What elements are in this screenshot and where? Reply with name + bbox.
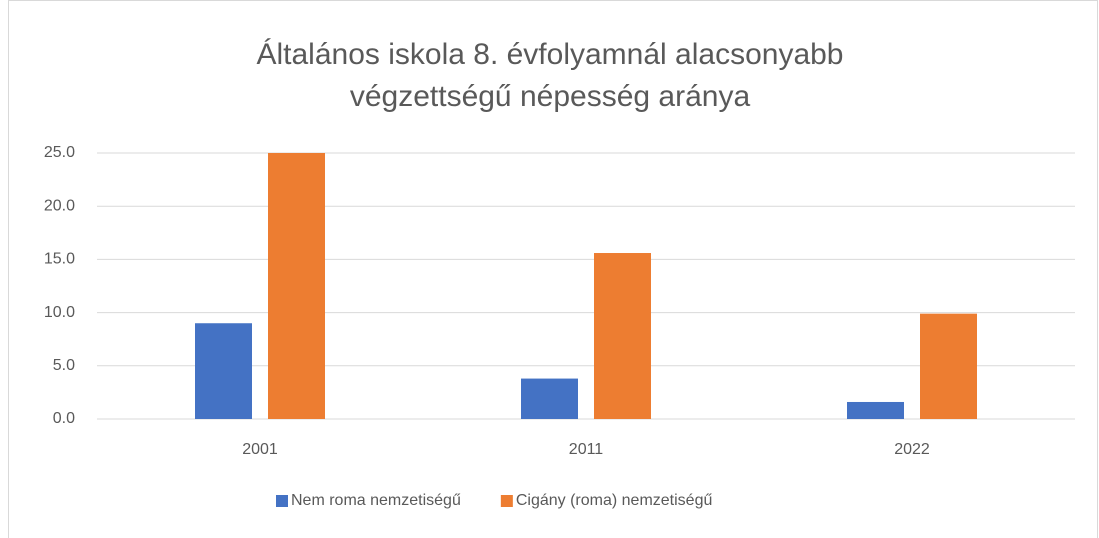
legend-label: Cigány (roma) nemzetiségű bbox=[516, 492, 713, 509]
y-tick-label: 25.0 bbox=[44, 144, 75, 161]
y-tick-label: 20.0 bbox=[44, 197, 75, 214]
y-tick-label: 10.0 bbox=[44, 304, 75, 321]
legend-label: Nem roma nemzetiségű bbox=[291, 492, 461, 509]
bar bbox=[594, 253, 651, 419]
y-tick-label: 0.0 bbox=[53, 410, 75, 427]
x-tick-label: 2011 bbox=[569, 441, 604, 458]
x-tick-label: 2001 bbox=[242, 441, 278, 458]
legend-swatch bbox=[276, 495, 288, 507]
bar bbox=[847, 401, 904, 419]
legend-swatch bbox=[500, 495, 513, 507]
bar bbox=[920, 313, 977, 419]
bar bbox=[268, 153, 325, 419]
y-tick-label: 5.0 bbox=[53, 357, 75, 374]
bar bbox=[195, 323, 252, 419]
y-tick-label: 15.0 bbox=[44, 251, 75, 268]
chart-title: Általános iskola 8. évfolyamnál alacsony… bbox=[256, 38, 844, 113]
bar bbox=[521, 378, 578, 419]
x-tick-label: 2022 bbox=[894, 441, 930, 458]
chart-border bbox=[8, 0, 1098, 538]
